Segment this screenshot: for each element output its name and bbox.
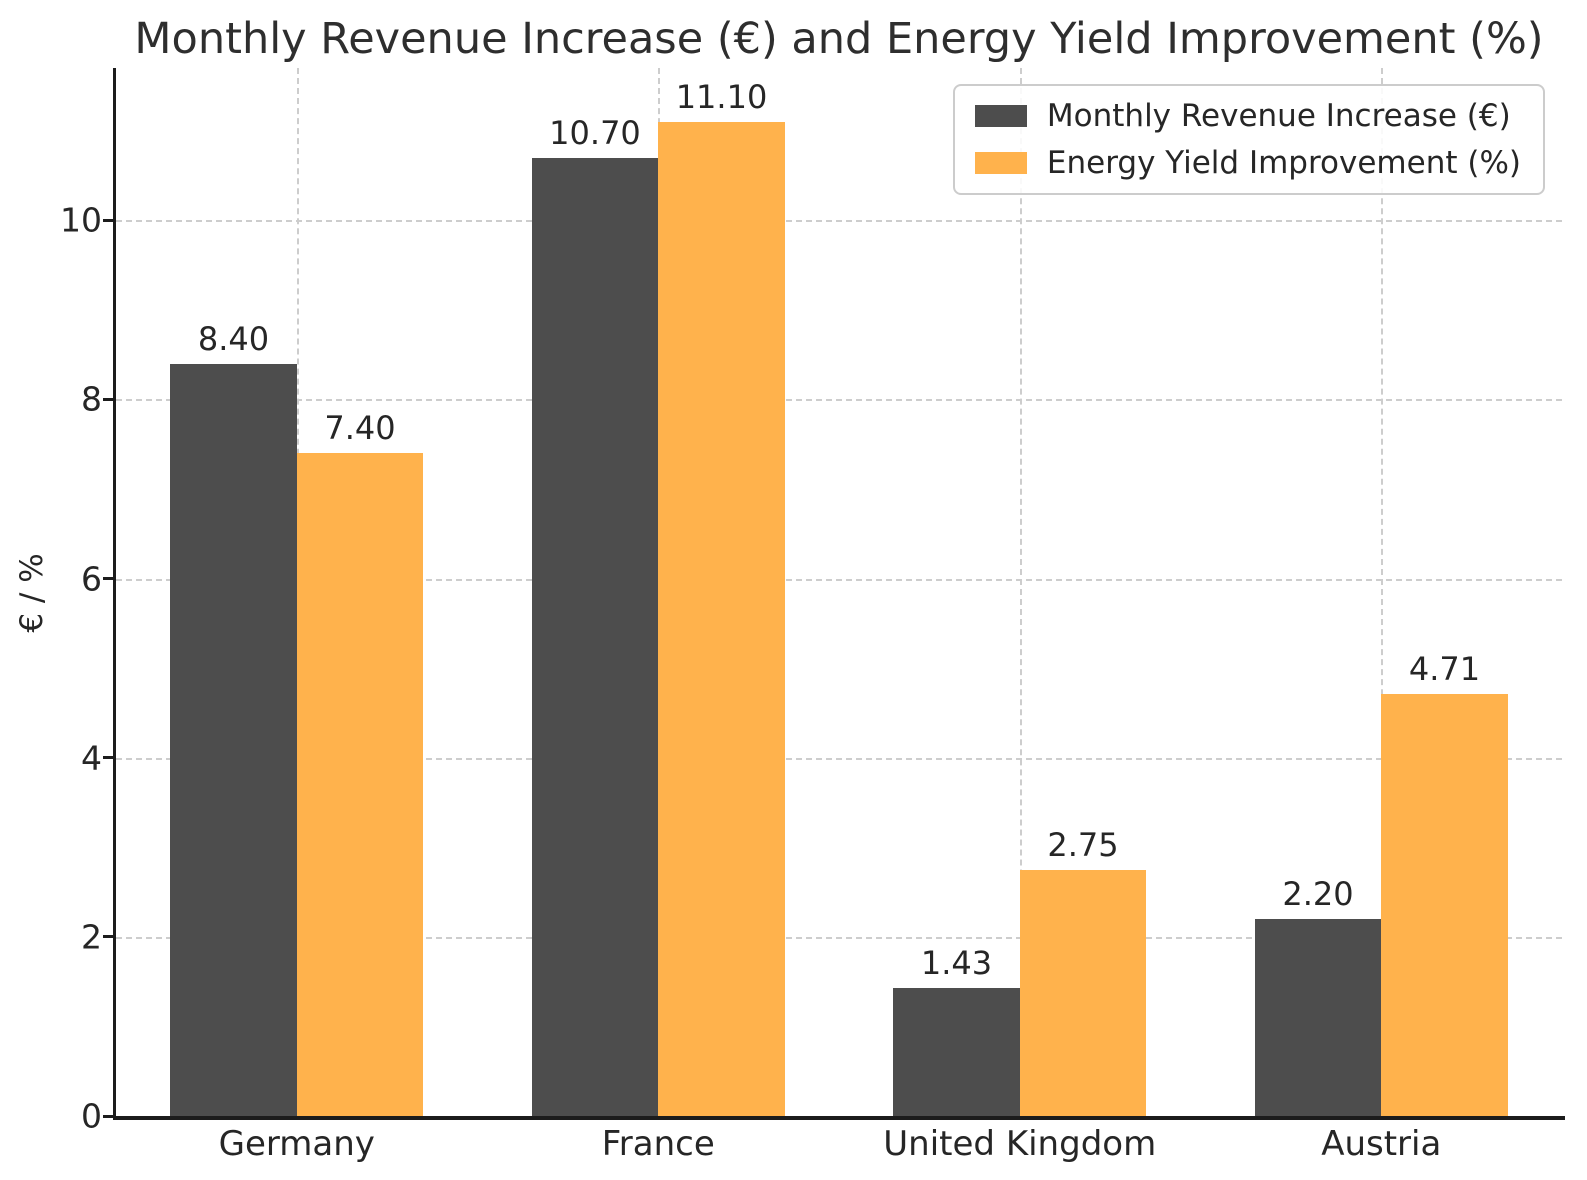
x-tick-label: Austria bbox=[1321, 1124, 1442, 1164]
bar-germany-s1 bbox=[296, 453, 424, 1116]
y-tick-label: 10 bbox=[60, 200, 102, 240]
bar-value-label: 2.75 bbox=[1047, 825, 1119, 864]
y-tick-mark bbox=[103, 218, 114, 222]
gridline-horizontal bbox=[116, 220, 1562, 223]
gridline-horizontal bbox=[116, 936, 1562, 939]
gridline-horizontal bbox=[116, 578, 1562, 581]
x-tick-label: Germany bbox=[218, 1124, 375, 1164]
bar-value-label: 10.70 bbox=[549, 113, 641, 152]
y-tick-mark bbox=[103, 397, 114, 401]
y-tick-label: 4 bbox=[81, 738, 102, 778]
legend-item-yield: Energy Yield Improvement (%) bbox=[974, 145, 1521, 181]
y-tick-mark bbox=[103, 1114, 114, 1118]
bar-value-label: 1.43 bbox=[920, 943, 993, 982]
x-tick-label: France bbox=[601, 1124, 715, 1164]
gridline-horizontal bbox=[116, 399, 1562, 402]
y-tick-mark bbox=[103, 577, 114, 581]
y-tick-label: 6 bbox=[81, 559, 102, 599]
legend-swatch-yield bbox=[974, 152, 1027, 174]
bar-value-label: 8.40 bbox=[197, 319, 270, 358]
bar-austria-s1 bbox=[1381, 694, 1508, 1116]
x-tick-label: United Kingdom bbox=[883, 1124, 1157, 1164]
bar-france-s1 bbox=[658, 121, 785, 1116]
bar-germany-s0 bbox=[170, 363, 297, 1116]
bar-value-label: 2.20 bbox=[1282, 874, 1354, 913]
x-axis-spine bbox=[113, 1116, 1565, 1120]
y-tick-label: 2 bbox=[81, 917, 102, 957]
y-tick-mark bbox=[103, 756, 114, 760]
legend-swatch-revenue bbox=[974, 105, 1027, 127]
legend-item-revenue: Monthly Revenue Increase (€) bbox=[974, 98, 1521, 134]
chart-title: Monthly Revenue Increase (€) and Energy … bbox=[134, 14, 1544, 64]
bar-united-kingdom-s1 bbox=[1019, 869, 1147, 1116]
bar-united-kingdom-s0 bbox=[893, 987, 1020, 1116]
gridline-vertical bbox=[1019, 68, 1022, 1116]
y-axis-spine bbox=[113, 68, 116, 1120]
legend-label-revenue: Monthly Revenue Increase (€) bbox=[1046, 98, 1511, 134]
y-tick-mark bbox=[103, 935, 114, 939]
bar-value-label: 4.71 bbox=[1408, 650, 1481, 689]
legend-label-yield: Energy Yield Improvement (%) bbox=[1046, 145, 1521, 181]
bar-austria-s0 bbox=[1254, 918, 1382, 1116]
legend: Monthly Revenue Increase (€) Energy Yiel… bbox=[952, 84, 1545, 195]
plot-area: 8.40 10.70 1.43 2.20 7.40 11.10 2.75 4.71 bbox=[116, 68, 1562, 1116]
gridline-vertical bbox=[1381, 68, 1384, 1116]
y-tick-label: 8 bbox=[81, 379, 102, 419]
bar-value-label: 7.40 bbox=[324, 409, 396, 448]
bar-france-s0 bbox=[531, 157, 659, 1116]
gridline-horizontal bbox=[116, 757, 1562, 760]
bar-value-label: 11.10 bbox=[675, 77, 768, 116]
y-tick-label: 0 bbox=[81, 1096, 102, 1136]
